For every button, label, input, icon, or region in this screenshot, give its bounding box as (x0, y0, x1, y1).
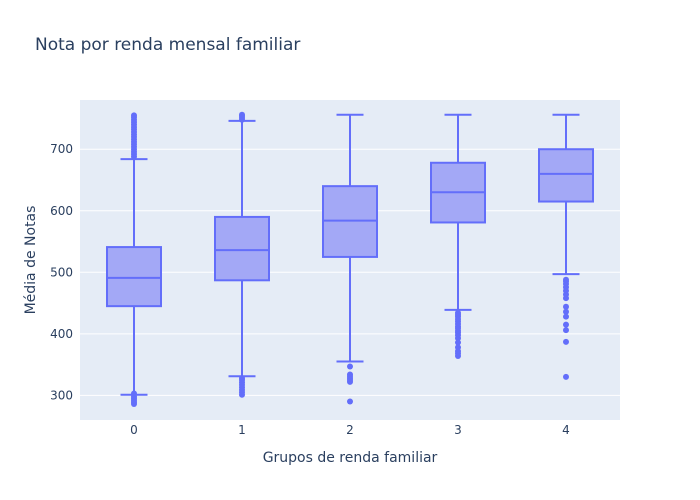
y-axis-ticks: 300 400 500 600 700 (50, 142, 73, 402)
outlier-point (131, 112, 137, 119)
boxes (106, 111, 594, 407)
outlier-point (563, 313, 569, 320)
outlier-point (563, 276, 569, 283)
x-tick-label: 4 (562, 423, 570, 437)
outlier-point (563, 373, 569, 380)
y-tick-label: 300 (50, 388, 73, 402)
x-tick-label: 1 (238, 423, 246, 437)
y-tick-label: 400 (50, 327, 73, 341)
box-group-3 (430, 113, 486, 359)
box-group-2 (322, 113, 378, 405)
x-tick-label: 2 (346, 423, 354, 437)
outlier-point (131, 390, 137, 397)
x-tick-label: 3 (454, 423, 462, 437)
box-group-1 (214, 111, 270, 398)
y-tick-label: 500 (50, 265, 73, 279)
outlier-point (563, 321, 569, 328)
outlier-point (239, 375, 245, 382)
y-tick-label: 600 (50, 204, 73, 218)
outlier-point (455, 344, 461, 351)
outlier-point (347, 363, 353, 370)
outlier-point (347, 371, 353, 378)
box (106, 246, 162, 308)
chart-title: Nota por renda mensal familiar (35, 35, 300, 55)
outlier-point (347, 398, 353, 405)
y-tick-label: 700 (50, 142, 73, 156)
box (214, 215, 270, 282)
box-group-4 (538, 113, 594, 380)
outlier-point (563, 338, 569, 345)
x-tick-label: 0 (130, 423, 138, 437)
x-axis-ticks: 0 1 2 3 4 (130, 423, 570, 437)
x-axis-title: Grupos de renda familiar (263, 450, 438, 466)
outlier-point (455, 309, 461, 316)
outlier-point (239, 111, 245, 118)
outlier-point (563, 308, 569, 315)
box-group-0 (106, 112, 162, 407)
box (538, 148, 594, 203)
outlier-point (563, 303, 569, 310)
outlier-point (455, 339, 461, 346)
outlier-point (563, 327, 569, 334)
y-axis-title: Média de Notas (23, 206, 39, 315)
